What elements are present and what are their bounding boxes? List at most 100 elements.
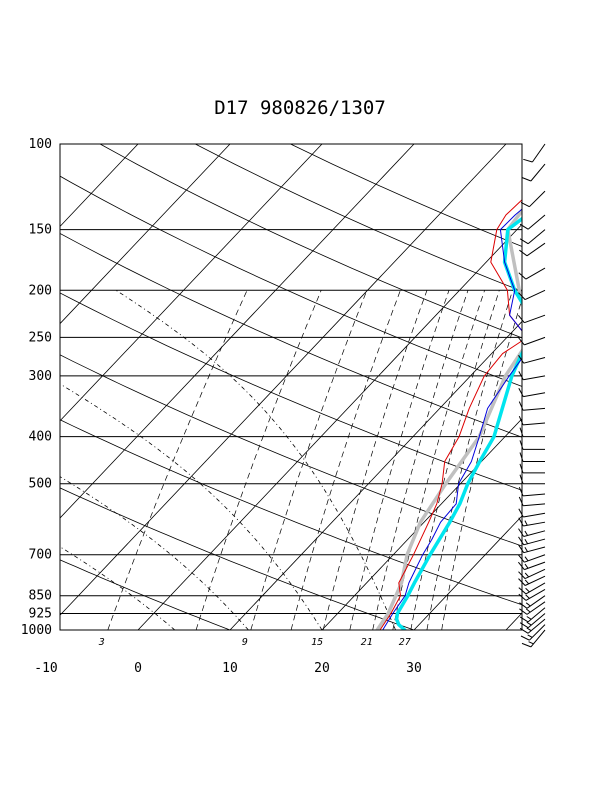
wind-barb-staff <box>524 314 546 324</box>
moist-adiabat-lines <box>60 289 396 630</box>
mixing-ratio-label: 9 <box>242 637 248 648</box>
wind-barb-full <box>519 223 529 230</box>
wind-barb <box>519 229 546 245</box>
wind-barb-half <box>524 556 529 562</box>
wind-barb-half <box>525 587 530 593</box>
wind-barb-staff <box>525 582 546 595</box>
temperature-tick-label: 10 <box>222 661 238 676</box>
temperature-profile-line <box>394 216 522 630</box>
wind-barb-staff <box>524 554 546 563</box>
wind-barb <box>519 607 546 623</box>
wind-barb-full <box>518 401 524 411</box>
dry-adiabat-line <box>60 232 522 438</box>
wind-barb <box>518 536 546 546</box>
mixing-ratio-label: 27 <box>399 637 411 648</box>
wind-barb-full <box>518 314 525 324</box>
wind-barb-staff <box>523 375 546 381</box>
wind-barb-full <box>518 536 525 546</box>
wind-barb-staff <box>523 493 546 497</box>
dry-adiabat-line <box>60 487 416 630</box>
wind-barb <box>518 415 546 426</box>
dry-adiabat-line <box>60 292 522 491</box>
mixing-ratio-line <box>290 290 401 630</box>
pressure-tick-label: 850 <box>29 589 52 604</box>
wind-barb <box>518 401 546 411</box>
dry-adiabat-line <box>60 354 522 547</box>
wind-barb <box>518 371 546 381</box>
wind-barb-half <box>526 616 532 620</box>
wind-barb-half <box>525 602 531 607</box>
wind-barb-half <box>527 634 533 638</box>
wind-barb-full <box>521 642 532 648</box>
wind-barb-full <box>519 616 529 623</box>
wind-barb <box>521 163 546 182</box>
wind-barb <box>519 452 546 462</box>
wind-barb-staff <box>523 503 546 507</box>
wind-barb-half <box>526 627 532 632</box>
dry-adiabat-line <box>60 419 522 606</box>
isotherm-line <box>321 418 522 630</box>
dewpoint-profile-line <box>382 208 522 630</box>
isotherm-line <box>413 515 522 630</box>
mixing-ratio-line <box>107 290 248 630</box>
temperature-tick-label: 20 <box>314 661 330 676</box>
wind-barb <box>518 496 546 507</box>
wind-barb-full <box>518 292 526 300</box>
wind-barb <box>519 214 546 230</box>
wind-barb <box>518 588 546 601</box>
wind-barb-half <box>526 621 532 626</box>
pressure-tick-label: 925 <box>29 607 52 622</box>
isotherm-line <box>60 144 231 325</box>
isotherm-line <box>598 144 612 630</box>
pressure-tick-label: 200 <box>29 283 52 298</box>
wind-barb-full <box>518 486 524 497</box>
wind-barb-staff <box>523 392 546 398</box>
wind-barb-full <box>519 238 529 245</box>
wind-barb-half <box>524 563 529 569</box>
wind-barb <box>518 486 546 497</box>
wind-barb-staff <box>525 267 546 280</box>
pressure-tick-label: 150 <box>29 223 52 238</box>
wind-barb <box>519 613 546 629</box>
wind-barb <box>519 474 546 485</box>
wind-barb <box>519 595 546 609</box>
isotherm-line <box>60 144 323 422</box>
wind-barb <box>518 544 546 554</box>
moist-adiabat-line <box>60 546 176 630</box>
mixing-ratio-line <box>410 290 500 630</box>
wind-barb-half <box>524 579 530 585</box>
wind-barb-staff <box>523 357 546 364</box>
wind-barb <box>518 388 546 398</box>
temperature-axis-labels: -10 0 10 20 30 <box>34 661 422 676</box>
mixing-ratio-line <box>372 290 469 630</box>
dry-adiabat-line <box>290 144 522 247</box>
wind-barb-full <box>519 440 524 450</box>
pressure-tick-label: 400 <box>29 430 52 445</box>
wind-barb-staff <box>529 190 546 208</box>
temperature-tick-label: 0 <box>134 661 142 676</box>
wind-barb-staff <box>523 422 546 426</box>
wind-barb <box>518 528 546 537</box>
wind-barb <box>519 618 546 634</box>
wind-barb <box>519 463 546 474</box>
moist-adiabat-line <box>60 476 249 630</box>
wind-barb <box>518 561 546 571</box>
dry-adiabat-line <box>60 559 232 630</box>
dry-adiabat-line <box>60 175 522 387</box>
wind-barb-full <box>519 463 524 474</box>
wind-barb-full <box>518 272 527 280</box>
mixing-ratio-label: 21 <box>361 637 373 648</box>
wind-barb-half <box>524 520 528 526</box>
wind-barb <box>518 568 546 580</box>
wind-barb-staff <box>527 214 546 230</box>
wind-barb <box>523 143 546 163</box>
wind-barb-staff <box>530 629 546 648</box>
wind-barb-full <box>519 622 529 629</box>
wind-barb-staff <box>531 143 546 163</box>
wind-barb-full <box>518 337 525 346</box>
wind-barb-full <box>518 517 524 527</box>
wind-barb <box>519 440 546 450</box>
wind-barb-full <box>518 415 524 426</box>
